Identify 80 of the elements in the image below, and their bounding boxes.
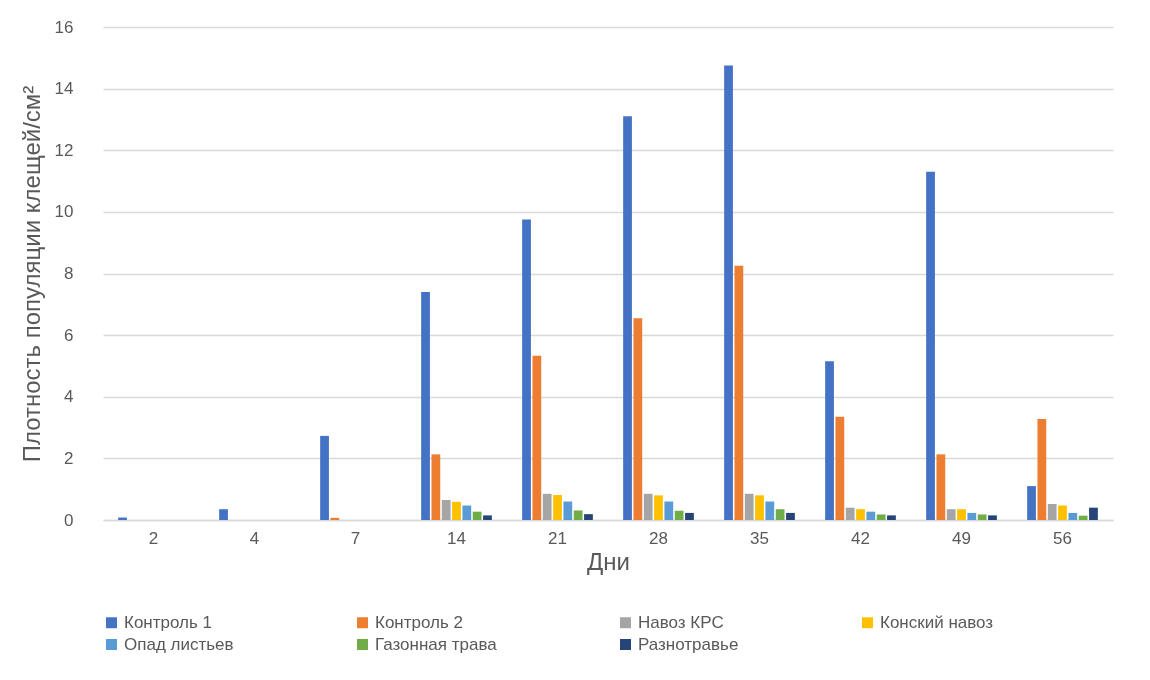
bar [441, 499, 451, 520]
bar [845, 507, 855, 520]
bar [957, 509, 966, 520]
x-tick-label: 56 [1053, 528, 1072, 548]
legend-label: Контроль 2 [375, 612, 464, 632]
legend-label: Разнотравье [638, 634, 739, 654]
bar [946, 509, 956, 520]
y-tick-label: 16 [54, 17, 74, 37]
bar [786, 512, 795, 520]
bar [674, 510, 684, 520]
x-tick-label: 7 [350, 528, 361, 548]
legend-label: Навоз КРС [638, 612, 724, 632]
bar [1027, 486, 1036, 520]
bar [1047, 503, 1057, 520]
bar [1058, 505, 1067, 520]
x-tick-label: 4 [249, 528, 260, 548]
bar [856, 509, 865, 520]
y-tick-label: 0 [64, 510, 74, 530]
legend-label: Контроль 1 [124, 612, 213, 632]
bar [835, 416, 845, 520]
bar [825, 361, 834, 520]
bar [876, 514, 886, 520]
bar [977, 514, 987, 520]
bar [320, 435, 329, 520]
y-tick-label: 12 [54, 140, 74, 160]
bar [775, 509, 785, 520]
bar [633, 318, 643, 520]
x-tick-label: 14 [447, 528, 466, 548]
y-tick-label: 14 [54, 79, 74, 99]
y-axis-title: Плотность популяции клещей/см² [17, 85, 45, 463]
bar [462, 505, 472, 520]
x-tick-label: 21 [548, 528, 567, 548]
y-tick-label: 10 [54, 202, 74, 222]
legend-label: Конский навоз [880, 612, 994, 632]
bar [664, 501, 674, 520]
bar [1078, 515, 1088, 520]
bar [431, 454, 441, 520]
x-axis-title: Дни [587, 547, 630, 575]
bar [744, 493, 754, 520]
bar [654, 495, 663, 520]
bar [685, 512, 694, 520]
bar [563, 501, 573, 520]
bar [1037, 418, 1047, 520]
bar [936, 454, 946, 520]
bar [1068, 512, 1078, 520]
y-tick-label: 6 [64, 325, 74, 345]
bar [887, 515, 896, 520]
x-tick-label: 35 [750, 528, 769, 548]
bar [421, 291, 430, 520]
bar [623, 116, 632, 520]
bar [1089, 507, 1098, 520]
bar [532, 355, 542, 520]
bar [573, 510, 583, 520]
bar [584, 514, 593, 520]
bar [330, 517, 340, 520]
bar [542, 493, 552, 520]
bar [765, 501, 775, 520]
bar [988, 515, 997, 520]
bar [734, 265, 744, 520]
bar [866, 511, 876, 520]
bar [755, 495, 764, 520]
y-tick-label: 8 [64, 264, 74, 283]
y-tick-label: 4 [64, 387, 74, 407]
bar [553, 495, 562, 520]
bar [452, 501, 461, 520]
bar [472, 511, 482, 520]
bar [522, 219, 531, 520]
bar [967, 512, 977, 520]
bar [643, 493, 653, 520]
bar [219, 509, 228, 520]
bar [926, 171, 935, 520]
bar [483, 515, 492, 520]
x-tick-label: 49 [952, 528, 971, 548]
x-tick-label: 42 [851, 528, 870, 548]
bar [724, 65, 733, 520]
y-tick-label: 2 [64, 448, 74, 468]
x-tick-label: 28 [649, 528, 668, 548]
legend-label: Опад листьев [124, 634, 234, 654]
x-tick-label: 2 [148, 528, 159, 548]
legend-label: Газонная трава [375, 634, 498, 654]
